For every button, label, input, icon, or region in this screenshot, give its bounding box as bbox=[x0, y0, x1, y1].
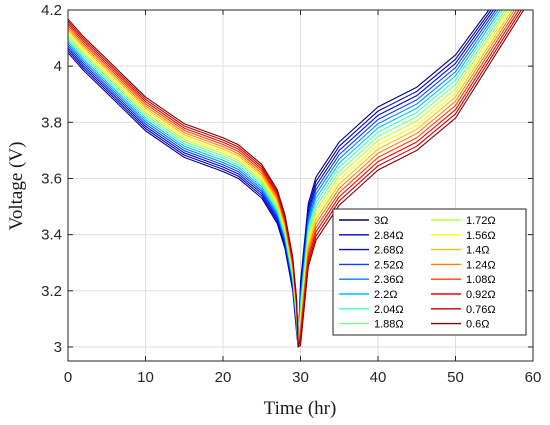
legend-box bbox=[332, 208, 527, 336]
x-tick-label: 50 bbox=[447, 369, 464, 386]
y-tick-label: 3.2 bbox=[41, 283, 62, 300]
legend-label: 0.76Ω bbox=[466, 304, 496, 316]
x-tick-label: 0 bbox=[64, 369, 72, 386]
y-tick-label: 4.2 bbox=[41, 2, 62, 19]
x-tick-label: 30 bbox=[292, 369, 309, 386]
legend-label: 1.72Ω bbox=[466, 215, 496, 227]
x-tick-label: 60 bbox=[525, 369, 542, 386]
legend-label: 0.6Ω bbox=[466, 319, 490, 331]
legend-label: 1.56Ω bbox=[466, 230, 496, 242]
y-tick-label: 3.6 bbox=[41, 170, 62, 187]
legend-label: 2.68Ω bbox=[374, 245, 404, 257]
legend-label: 2.36Ω bbox=[374, 274, 404, 286]
x-tick-label: 40 bbox=[370, 369, 387, 386]
x-tick-label: 10 bbox=[137, 369, 154, 386]
legend-label: 2.84Ω bbox=[374, 230, 404, 242]
legend-label: 2.04Ω bbox=[374, 304, 404, 316]
series-lines bbox=[68, 10, 525, 348]
y-tick-label: 3.4 bbox=[41, 227, 62, 244]
legend-label: 0.92Ω bbox=[466, 289, 496, 301]
y-tick-label: 4 bbox=[54, 58, 62, 75]
axis-ticks: 0 10 20 30 40 50 60 3 3.2 3.4 3.6 3.8 4 4.2 bbox=[41, 2, 541, 386]
legend-label: 1.88Ω bbox=[374, 319, 404, 331]
legend-label: 2.2Ω bbox=[374, 289, 398, 301]
y-tick-label: 3 bbox=[54, 339, 62, 356]
y-tick-label: 3.8 bbox=[41, 114, 62, 131]
series-line-15 bbox=[68, 10, 525, 348]
x-axis-label: Time (hr) bbox=[264, 398, 337, 419]
legend: 3Ω 2.84Ω 2.68Ω 2.52Ω 2.36Ω 2.2Ω 2.04Ω 1.88Ω 1.72… bbox=[332, 208, 527, 336]
y-axis-label: Voltage (V) bbox=[6, 142, 27, 231]
legend-label: 2.52Ω bbox=[374, 259, 404, 271]
legend-label: 1.08Ω bbox=[466, 274, 496, 286]
legend-label: 1.24Ω bbox=[466, 259, 496, 271]
legend-label: 1.4Ω bbox=[466, 245, 490, 257]
legend-label: 3Ω bbox=[374, 215, 388, 227]
x-tick-label: 20 bbox=[215, 369, 232, 386]
